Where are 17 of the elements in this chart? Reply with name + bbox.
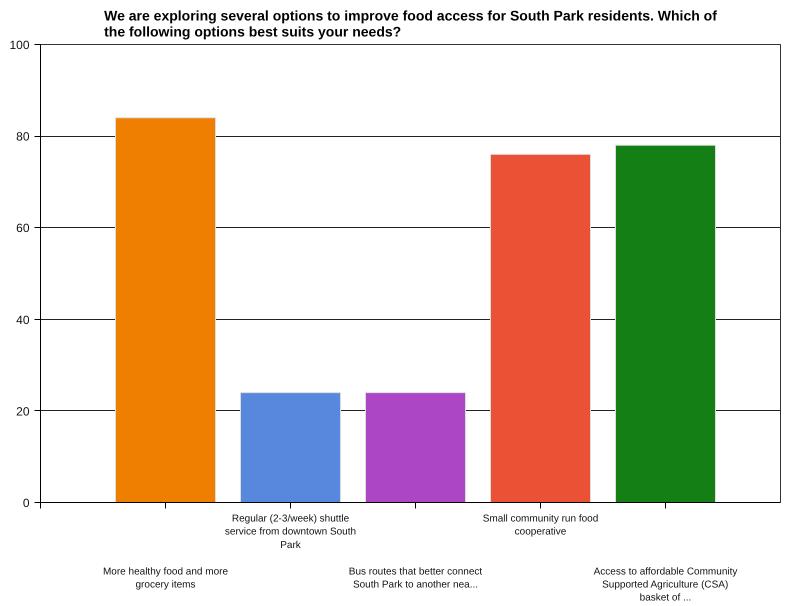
y-tick-label: 20: [16, 404, 30, 418]
y-tick-label: 100: [9, 38, 30, 52]
y-tick-label: 80: [16, 130, 30, 144]
chart-title: We are exploring several options to improve food access for South Park residents. Which of the following options best suits your needs?: [104, 8, 718, 40]
x-tick-label: Bus routes that better connect South Park to another nea...: [348, 566, 482, 590]
bar: [490, 154, 591, 502]
x-tick-label: Regular (2-3/week) shuttle service from downtown South Park: [224, 514, 356, 551]
y-tick-label: 0: [22, 496, 30, 510]
bar: [240, 392, 341, 502]
x-tick-label: Small community run food cooperative: [482, 514, 598, 538]
bar: [115, 117, 216, 502]
bar: [615, 144, 716, 502]
y-tick-label: 60: [16, 221, 30, 236]
y-tick-label: 40: [16, 312, 30, 327]
x-tick-label: Access to affordable Community Supported Agriculture (CSA) basket of ...: [594, 566, 738, 604]
x-tick-label: More healthy food and more grocery items: [102, 566, 228, 590]
bar: [365, 392, 466, 502]
